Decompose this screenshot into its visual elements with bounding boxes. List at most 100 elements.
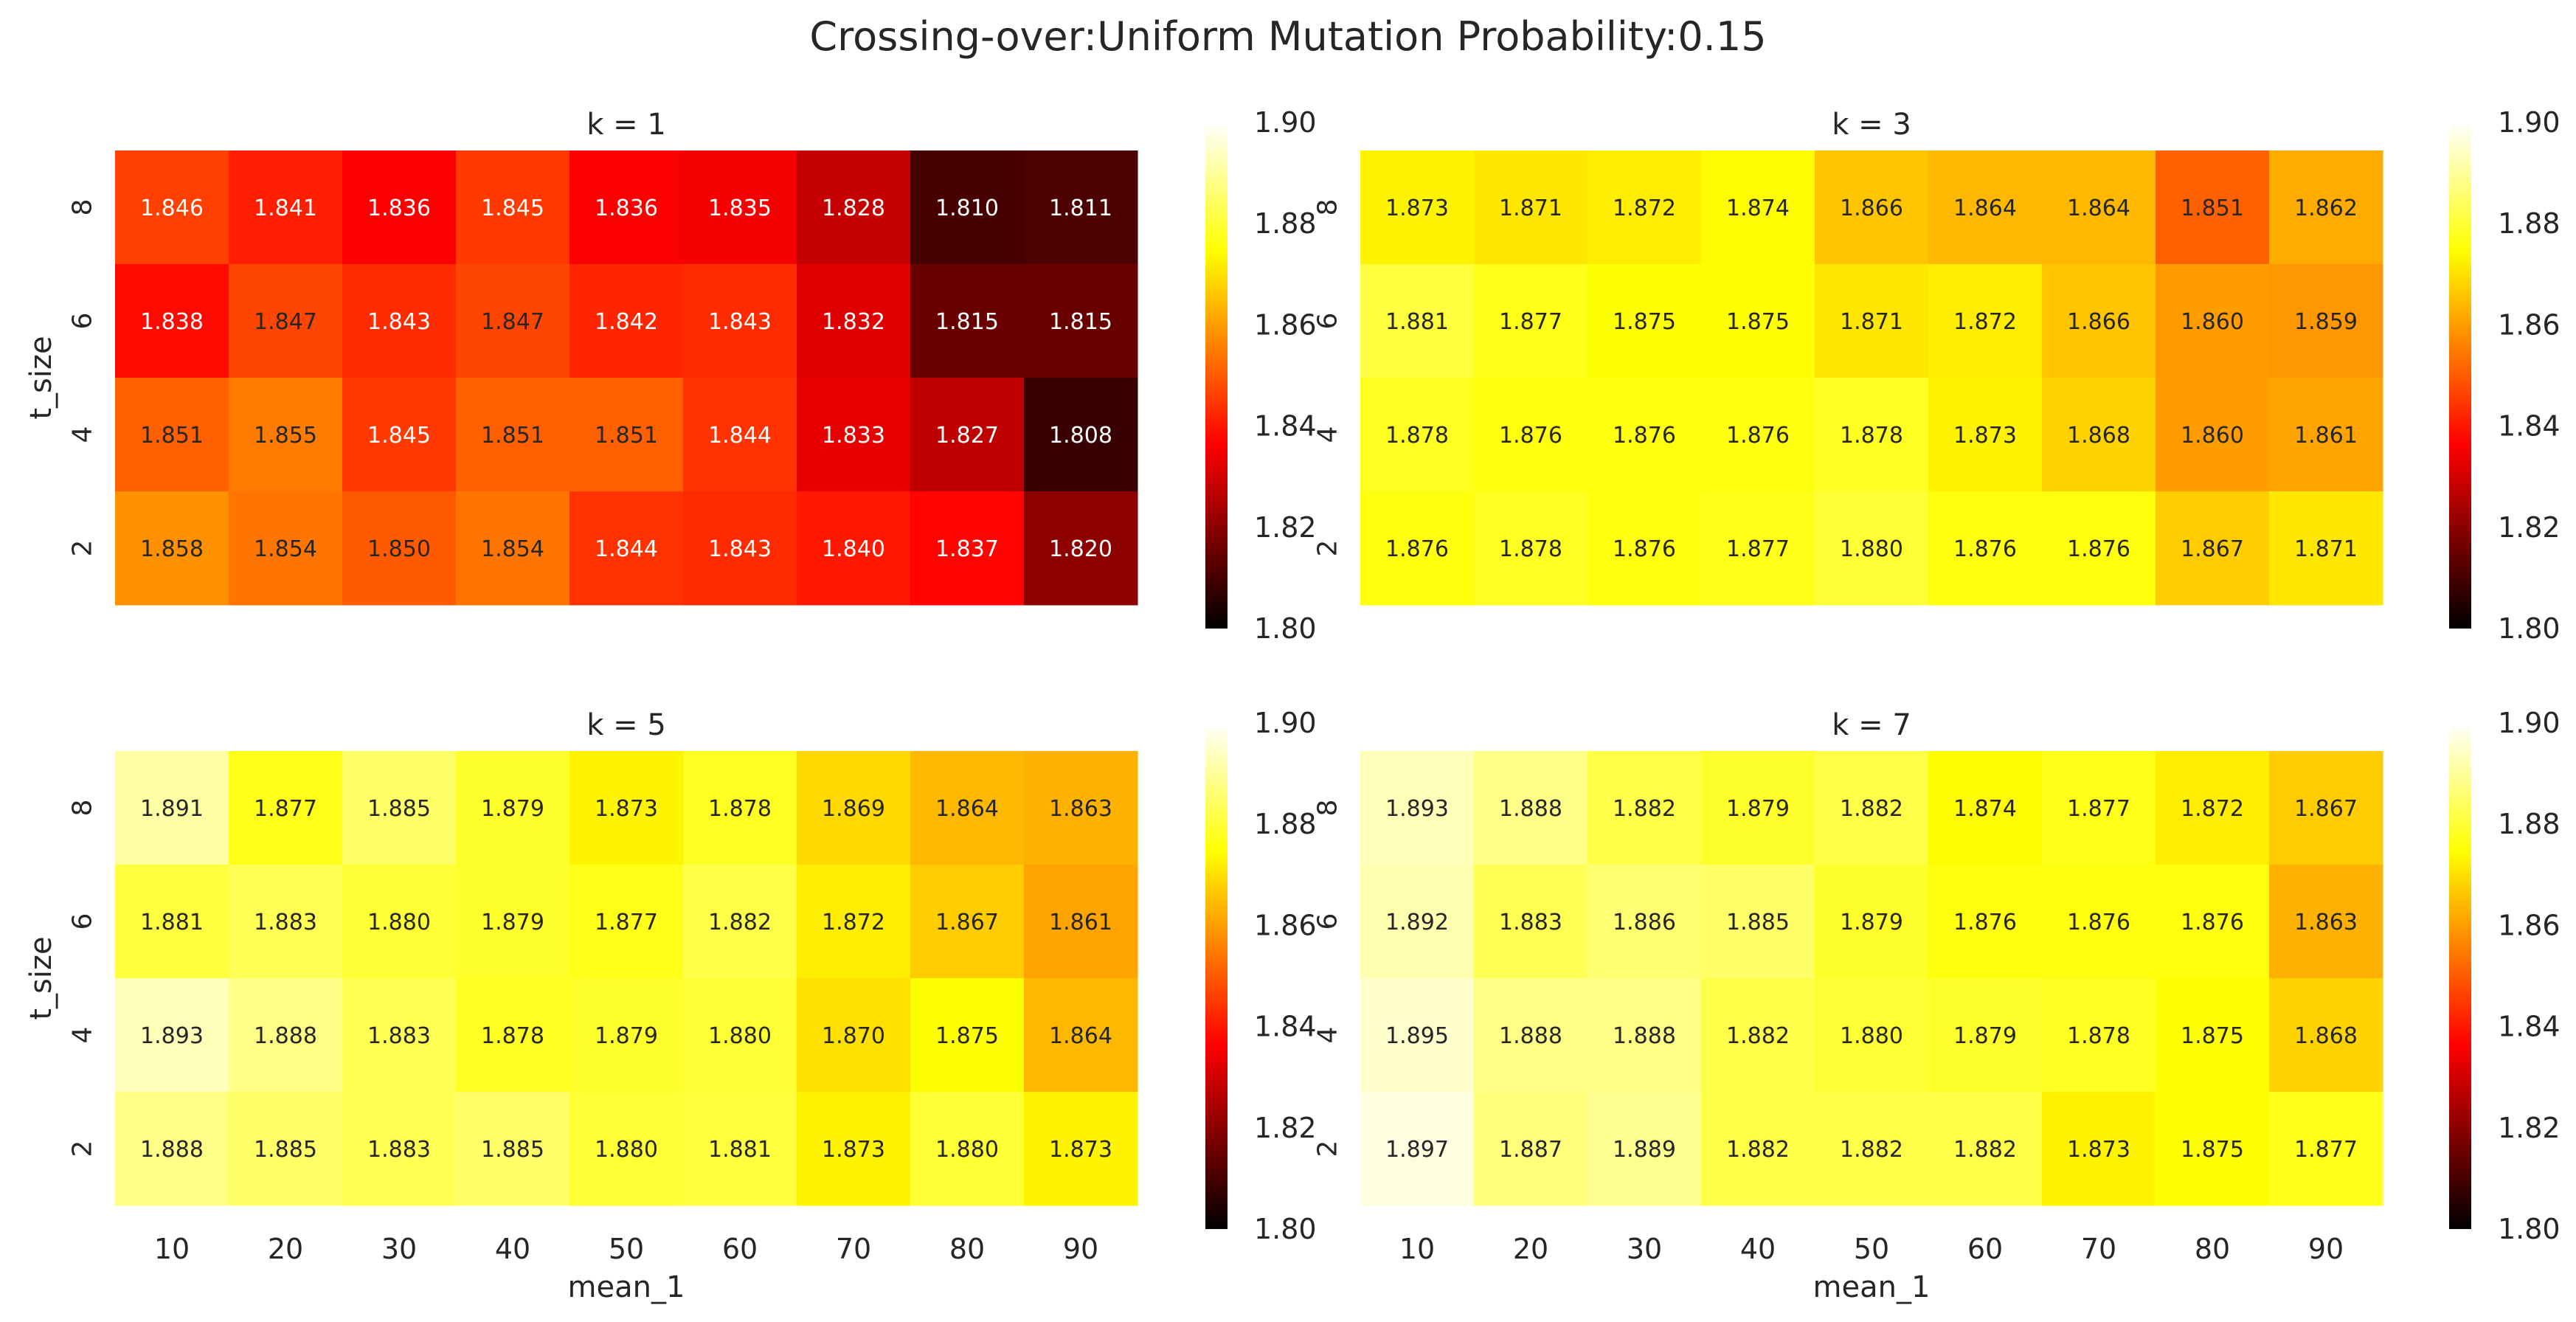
cell-value-label: 1.873 — [2067, 1137, 2130, 1163]
heatmap-cell — [569, 978, 684, 1093]
heatmap-cell — [1701, 751, 1815, 865]
figure-title: Crossing-over:Uniform Mutation Probabili… — [809, 13, 1766, 60]
heatmap-cell — [229, 378, 343, 492]
cell-value-label: 1.876 — [2067, 536, 2130, 562]
y-tick-label: 2 — [1313, 1141, 1343, 1157]
x-tick-label: 50 — [1854, 1233, 1889, 1265]
x-axis-label: mean_1 — [568, 1270, 685, 1304]
cell-value-label: 1.883 — [254, 910, 317, 935]
cell-value-label: 1.872 — [1613, 195, 1676, 221]
heatmap-cell — [115, 751, 229, 865]
heatmap-cell — [569, 491, 684, 606]
heatmap-cell — [2269, 978, 2383, 1093]
cell-value-label: 1.808 — [1049, 423, 1112, 449]
heatmap-cell — [1588, 751, 1702, 865]
heatmap-cell — [2156, 978, 2270, 1093]
cell-value-label: 1.861 — [2294, 423, 2358, 449]
x-tick-label: 10 — [154, 1233, 190, 1265]
y-tick-label: 4 — [68, 1027, 98, 1044]
heatmap-cell — [2042, 491, 2156, 606]
cell-value-label: 1.871 — [1499, 195, 1562, 221]
heatmap-panel-3: k = 51.891 1.877 1.885 1.879 1.873 1.878 1.869… — [24, 707, 1317, 1304]
x-tick-label: 40 — [495, 1233, 530, 1265]
cell-value-label: 1.864 — [1953, 195, 2017, 221]
y-tick-label: 8 — [68, 199, 98, 216]
heatmap-cell — [2156, 378, 2270, 492]
heatmap-cell — [1928, 264, 2043, 378]
x-tick-label: 10 — [1399, 1233, 1435, 1265]
cell-value-label: 1.850 — [367, 536, 431, 562]
cell-value-label: 1.836 — [595, 195, 658, 221]
heatmap-cell — [1024, 378, 1138, 492]
heatmap-cell — [1701, 865, 1815, 979]
heatmap-cell — [1024, 491, 1138, 606]
cell-value-label: 1.874 — [1726, 195, 1790, 221]
heatmap-cell — [2156, 491, 2270, 606]
heatmap-cell — [1701, 264, 1815, 378]
cell-value-label: 1.863 — [2294, 910, 2358, 935]
cell-value-label: 1.875 — [1726, 309, 1790, 335]
cell-value-label: 1.878 — [1385, 423, 1449, 449]
heatmap-cell — [456, 378, 570, 492]
heatmap-cell — [1588, 264, 1702, 378]
heatmap-cell — [229, 978, 343, 1093]
subplot-title: k = 1 — [586, 108, 666, 142]
cell-value-label: 1.872 — [822, 910, 885, 935]
cell-value-label: 1.878 — [1499, 536, 1562, 562]
cell-value-label: 1.893 — [140, 1023, 204, 1049]
heatmap-cell — [683, 751, 797, 865]
heatmap-cell — [1928, 751, 2043, 865]
heatmap-cell — [1928, 865, 2043, 979]
cell-value-label: 1.871 — [1840, 309, 1903, 335]
colorbar — [2449, 122, 2471, 629]
cell-value-label: 1.888 — [1499, 796, 1562, 822]
cell-value-label: 1.882 — [1613, 796, 1676, 822]
colorbar — [1205, 723, 1228, 1229]
cell-value-label: 1.810 — [935, 195, 999, 221]
cell-value-label: 1.885 — [1726, 910, 1790, 935]
heatmap-cell — [1024, 978, 1138, 1093]
cell-value-label: 1.879 — [1953, 1023, 2017, 1049]
heatmap-cell — [797, 150, 911, 265]
y-tick-label: 8 — [68, 800, 98, 817]
x-tick-label: 20 — [1513, 1233, 1548, 1265]
cell-value-label: 1.858 — [140, 536, 204, 562]
heatmap-cell — [569, 751, 684, 865]
colorbar-tick-label: 1.84 — [1254, 1011, 1317, 1043]
cell-value-label: 1.851 — [595, 423, 658, 449]
heatmap-cell — [342, 751, 457, 865]
heatmap-cell — [2156, 865, 2270, 979]
cell-value-label: 1.877 — [595, 910, 658, 935]
cell-value-label: 1.874 — [1953, 796, 2017, 822]
cell-value-label: 1.880 — [595, 1137, 658, 1163]
heatmap-cell — [1701, 491, 1815, 606]
cell-value-label: 1.873 — [822, 1137, 885, 1163]
heatmap-cell — [1815, 491, 1929, 606]
heatmap-cell — [2269, 264, 2383, 378]
cell-value-label: 1.885 — [481, 1137, 544, 1163]
cell-value-label: 1.882 — [1726, 1137, 1790, 1163]
heatmap-cell — [1360, 378, 1475, 492]
heatmap-cell — [1928, 1092, 2043, 1206]
heatmap-cell — [683, 150, 797, 265]
heatmap-panel-1: k = 11.846 1.841 1.836 1.845 1.836 1.835 1.828… — [24, 106, 1317, 645]
heatmap-cell — [115, 491, 229, 606]
heatmap-cell — [1474, 978, 1588, 1093]
heatmap-cell — [569, 865, 684, 979]
heatmap-cell — [2156, 150, 2270, 265]
cell-value-label: 1.883 — [367, 1023, 431, 1049]
x-tick-label: 60 — [722, 1233, 758, 1265]
cell-value-label: 1.888 — [1499, 1023, 1562, 1049]
heatmap-cell — [910, 1092, 1025, 1206]
cell-value-label: 1.871 — [2294, 536, 2358, 562]
cell-value-label: 1.851 — [140, 423, 204, 449]
cell-value-label: 1.876 — [1499, 423, 1562, 449]
cell-value-label: 1.867 — [935, 910, 999, 935]
cell-value-label: 1.886 — [1613, 910, 1676, 935]
heatmap-panels: k = 11.846 1.841 1.836 1.845 1.836 1.835 1.828… — [24, 106, 2561, 1304]
cell-value-label: 1.851 — [2181, 195, 2244, 221]
heatmap-cell — [1360, 865, 1475, 979]
cell-value-label: 1.868 — [2294, 1023, 2358, 1049]
cell-value-label: 1.891 — [140, 796, 204, 822]
cell-value-label: 1.879 — [1726, 796, 1790, 822]
